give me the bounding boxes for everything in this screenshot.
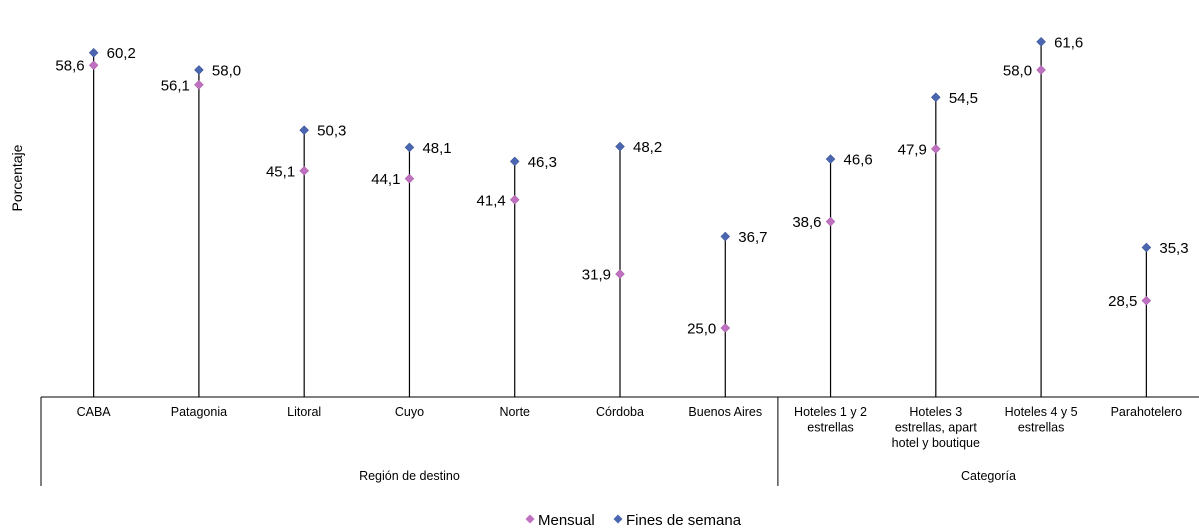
marker-fines-de-semana xyxy=(825,154,836,164)
marker-mensual xyxy=(404,173,415,184)
category-label: Hoteles 3 estrellas, apart hotel y boutiqu… xyxy=(892,405,980,450)
category-label: Hoteles 4 y 5 estrellas xyxy=(1005,405,1078,435)
legend-label-mensual: Mensual xyxy=(538,512,595,529)
marker-fines-de-semana xyxy=(1036,36,1046,47)
category-label: Norte xyxy=(499,405,530,419)
x-axis xyxy=(40,396,1199,486)
marker-mensual xyxy=(720,323,731,333)
marker-fines-de-semana xyxy=(194,65,204,75)
value-label-mensual: 56,1 xyxy=(161,77,190,94)
value-label-mensual: 41,4 xyxy=(477,192,506,209)
value-label-mensual: 47,9 xyxy=(898,141,927,158)
value-label-mensual: 58,6 xyxy=(55,58,84,75)
value-label-mensual: 28,5 xyxy=(1108,293,1137,310)
value-label-fines-de-semana: 46,3 xyxy=(528,154,557,171)
marker-fines-de-semana xyxy=(88,47,99,58)
group-label: Región de destino xyxy=(359,469,460,483)
marker-mensual xyxy=(194,79,204,90)
marker-mensual xyxy=(88,60,99,71)
value-label-mensual: 38,6 xyxy=(792,214,821,231)
marker-mensual xyxy=(825,216,836,227)
marker-mensual xyxy=(299,165,310,176)
value-label-mensual: 58,0 xyxy=(1003,62,1032,79)
value-label-mensual: 31,9 xyxy=(582,267,611,284)
marker-fines-de-semana xyxy=(615,141,625,152)
category-label: Parahotelero xyxy=(1111,405,1183,419)
legend-marker-fines-de-semana xyxy=(613,514,623,524)
marker-fines-de-semana xyxy=(720,231,731,242)
category-label: Buenos Aires xyxy=(688,405,762,419)
value-label-mensual: 44,1 xyxy=(371,171,400,188)
value-label-fines-de-semana: 58,0 xyxy=(212,62,241,79)
marker-fines-de-semana xyxy=(404,142,415,153)
group-label: Categoría xyxy=(961,469,1016,483)
category-label: Córdoba xyxy=(596,405,644,419)
value-label-fines-de-semana: 48,2 xyxy=(633,139,662,156)
value-label-fines-de-semana: 35,3 xyxy=(1159,240,1188,257)
category-label: CABA xyxy=(77,405,112,419)
value-label-fines-de-semana: 50,3 xyxy=(317,123,346,140)
legend: Mensual Fines de semana xyxy=(525,512,742,529)
marker-fines-de-semana xyxy=(1141,242,1152,253)
legend-marker-mensual xyxy=(525,514,535,524)
value-label-fines-de-semana: 36,7 xyxy=(738,229,767,246)
marker-mensual xyxy=(1141,295,1152,306)
category-label: Litoral xyxy=(287,405,321,419)
marker-fines-de-semana xyxy=(299,125,310,136)
value-label-mensual: 45,1 xyxy=(266,163,295,180)
value-label-fines-de-semana: 48,1 xyxy=(422,140,451,157)
marker-mensual xyxy=(1036,65,1046,75)
stems-layer xyxy=(93,41,1147,397)
category-label: Patagonia xyxy=(171,405,227,419)
value-label-mensual: 25,0 xyxy=(687,321,716,338)
value-label-fines-de-semana: 46,6 xyxy=(844,152,873,169)
marker-mensual xyxy=(615,269,625,279)
category-labels-layer: CABA Patagonia Litoral Cuyo Norte Córdoba Buen… xyxy=(77,405,1183,450)
category-label: Hoteles 1 y 2 estrellas xyxy=(794,405,867,435)
category-label: Cuyo xyxy=(395,405,424,419)
value-label-fines-de-semana: 61,6 xyxy=(1054,34,1083,51)
marker-mensual xyxy=(930,144,941,154)
markers-layer xyxy=(88,36,1152,333)
value-label-fines-de-semana: 54,5 xyxy=(949,90,978,107)
marker-fines-de-semana xyxy=(930,92,941,103)
legend-label-fines-de-semana: Fines de semana xyxy=(626,512,742,529)
marker-mensual xyxy=(509,194,520,205)
marker-fines-de-semana xyxy=(509,156,520,167)
value-label-fines-de-semana: 60,2 xyxy=(107,45,136,62)
group-labels-layer: Región de destino Categoría xyxy=(359,469,1016,483)
value-labels-layer: 60,2 58,6 58,0 56,1 50,3 45,1 48,1 44,1 46,3 41,4… xyxy=(55,34,1188,337)
y-axis-label: Porcentaje xyxy=(9,144,25,211)
